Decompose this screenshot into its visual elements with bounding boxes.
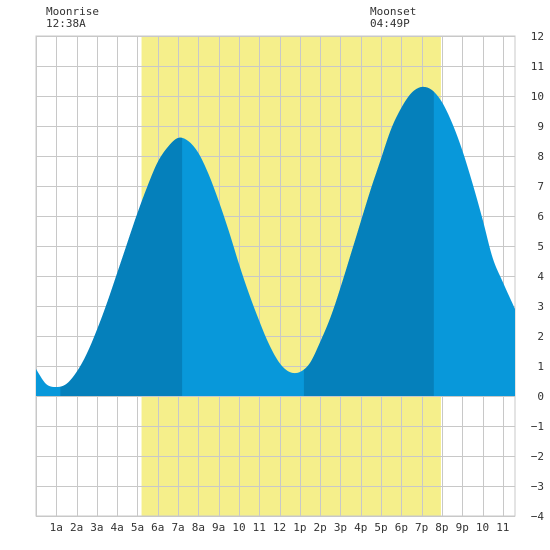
x-tick-label: 7a — [171, 521, 184, 534]
moonrise-label: Moonrise — [46, 5, 99, 18]
y-tick-label: 7 — [537, 180, 544, 193]
y-tick-label: 6 — [537, 210, 544, 223]
moonrise-time: 12:38A — [46, 17, 86, 30]
moonrise-info: Moonrise 12:38A — [46, 6, 99, 30]
x-tick-label: 6a — [151, 521, 164, 534]
x-tick-label: 5p — [374, 521, 387, 534]
y-tick-label: 4 — [537, 270, 544, 283]
y-tick-label: 2 — [537, 330, 544, 343]
y-tick-label: 11 — [531, 60, 544, 73]
tide-area-rising — [60, 137, 183, 396]
y-tick-label: −2 — [531, 450, 544, 463]
moonset-time: 04:49P — [370, 17, 410, 30]
y-tick-label: −1 — [531, 420, 544, 433]
x-tick-label: 4a — [111, 521, 124, 534]
x-tick-label: 4p — [354, 521, 367, 534]
x-tick-label: 2a — [70, 521, 83, 534]
y-tick-label: 5 — [537, 240, 544, 253]
y-tick-label: 1 — [537, 360, 544, 373]
moonset-info: Moonset 04:49P — [370, 6, 416, 30]
x-tick-label: 12 — [273, 521, 286, 534]
x-tick-label: 11 — [253, 521, 266, 534]
x-tick-label: 9p — [456, 521, 469, 534]
y-tick-label: 10 — [531, 90, 544, 103]
x-tick-label: 5a — [131, 521, 144, 534]
x-tick-label: 10 — [476, 521, 489, 534]
x-tick-label: 7p — [415, 521, 428, 534]
x-tick-label: 10 — [232, 521, 245, 534]
x-tick-label: 8p — [435, 521, 448, 534]
y-tick-label: −3 — [531, 480, 544, 493]
x-tick-label: 3p — [334, 521, 347, 534]
y-tick-label: 12 — [531, 30, 544, 43]
y-tick-label: 9 — [537, 120, 544, 133]
tide-area-rising — [303, 86, 434, 396]
x-tick-label: 3a — [90, 521, 103, 534]
x-tick-label: 8a — [192, 521, 205, 534]
y-tick-label: 3 — [537, 300, 544, 313]
x-tick-label: 1a — [50, 521, 63, 534]
x-tick-label: 6p — [395, 521, 408, 534]
x-tick-label: 1p — [293, 521, 306, 534]
moonset-label: Moonset — [370, 5, 417, 18]
y-tick-label: 8 — [537, 150, 544, 163]
y-tick-label: 0 — [537, 390, 544, 403]
y-tick-label: −4 — [531, 510, 545, 523]
x-tick-label: 9a — [212, 521, 225, 534]
x-tick-label: 11 — [496, 521, 509, 534]
x-tick-label: 2p — [314, 521, 327, 534]
